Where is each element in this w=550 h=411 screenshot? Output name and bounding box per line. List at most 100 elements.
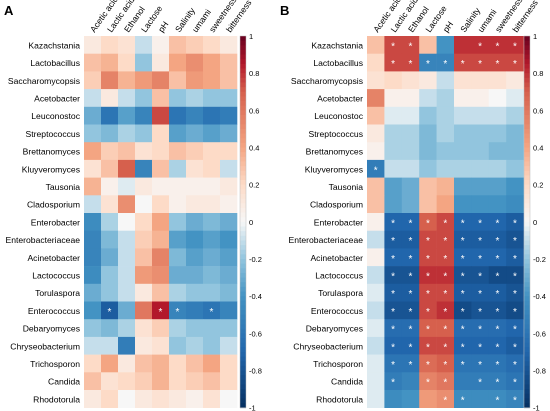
panel-a-colorbar-segment bbox=[240, 63, 246, 69]
panel-a-cell-r18-c8 bbox=[220, 354, 238, 373]
panel-a-cell-r9-c0 bbox=[84, 195, 102, 214]
panel-a-cell-r20-c5 bbox=[169, 390, 187, 408]
panel-a-cell-r5-c5 bbox=[169, 124, 187, 143]
panel-a-cell-r9-c7 bbox=[203, 195, 221, 214]
panel-a-cell-r2-c4 bbox=[152, 71, 170, 90]
panel-a-colorbar-segment bbox=[240, 300, 246, 306]
panel-a-colorbar-segment bbox=[240, 110, 246, 116]
panel-b-sig-marker: * bbox=[513, 271, 517, 282]
panel-b-cell-r4-c3 bbox=[419, 106, 437, 125]
panel-b-sig-marker: * bbox=[391, 289, 395, 300]
panel-b-cell-r11-c7 bbox=[488, 230, 507, 249]
panel-b-cell-r5-c5 bbox=[454, 124, 472, 143]
panel-a-cell-r15-c6 bbox=[186, 301, 204, 320]
panel-a-cell-r0-c0 bbox=[84, 36, 102, 54]
panel-b-row-label: Acinetobacter bbox=[310, 253, 363, 263]
panel-a-cell-r6-c1 bbox=[101, 142, 119, 161]
panel-b-sig-marker: * bbox=[391, 378, 395, 389]
panel-a-cell-r6-c0 bbox=[84, 142, 102, 161]
panel-a-colorbar-segment bbox=[240, 351, 246, 357]
panel-a-cell-r3-c7 bbox=[203, 89, 221, 108]
panel-b-colorbar-segment bbox=[524, 379, 530, 385]
panel-a-row-label: Cladosporium bbox=[27, 200, 80, 210]
panel-b-cell-r19-c3 bbox=[419, 372, 437, 391]
panel-b-sig-marker: * bbox=[426, 325, 430, 336]
panel-a-colorbar-segment bbox=[240, 338, 246, 344]
panel-a-cell-r4-c8 bbox=[220, 106, 238, 125]
panel-a-cell-r18-c1 bbox=[101, 354, 119, 373]
panel-b-colorbar-segment bbox=[524, 361, 530, 367]
panel-b-colorbar-segment bbox=[524, 54, 530, 60]
panel-b-cell-r7-c1 bbox=[384, 159, 403, 178]
panel-a-cell-r6-c2 bbox=[118, 142, 136, 161]
panel-a-colorbar-segment bbox=[240, 324, 246, 330]
panel-b-sig-marker: * bbox=[461, 254, 465, 265]
panel-b-colorbar-tick: 0 bbox=[533, 218, 537, 227]
panel-a-colorbar-segment bbox=[240, 49, 246, 55]
panel-b-colorbar-segment bbox=[524, 282, 530, 288]
panel-b-cell-r16-c6 bbox=[471, 319, 490, 338]
panel-b-cell-r19-c5 bbox=[454, 372, 472, 391]
panel-b-colorbar-segment bbox=[524, 286, 530, 292]
panel-b-cell-r18-c2 bbox=[401, 354, 420, 373]
panel-b-cell-r18-c0 bbox=[367, 354, 385, 373]
panel-a-cell-r1-c3 bbox=[135, 53, 153, 72]
panel-b-sig-marker: * bbox=[513, 254, 517, 265]
panel-a-cell-r14-c8 bbox=[220, 283, 238, 302]
panel-b-sig-marker: * bbox=[426, 360, 430, 371]
panel-a-cell-r5-c6 bbox=[186, 124, 204, 143]
panel-b-cell-r11-c4 bbox=[436, 230, 455, 249]
panel-b-sig-marker: * bbox=[443, 218, 447, 229]
panel-a-colorbar-segment bbox=[240, 379, 246, 385]
panel-b-colorbar-segment bbox=[524, 156, 530, 162]
panel-a-cell-r20-c0 bbox=[84, 390, 102, 408]
panel-a-colorbar-segment bbox=[240, 87, 246, 93]
panel-b-colorbar-segment bbox=[524, 59, 530, 65]
panel-b-colorbar-segment bbox=[524, 73, 530, 79]
panel-b-colorbar-segment bbox=[524, 91, 530, 97]
panel-b-cell-r0-c0 bbox=[367, 36, 385, 54]
panel-b-cell-r12-c1 bbox=[384, 248, 403, 267]
panel-a-cell-r5-c2 bbox=[118, 124, 136, 143]
panel-b-row-label: Chryseobacterium bbox=[293, 341, 363, 351]
panel-a-cell-r8-c7 bbox=[203, 177, 221, 196]
panel-a-cell-r3-c2 bbox=[118, 89, 136, 108]
panel-a-cell-r19-c8 bbox=[220, 372, 238, 391]
panel-b-sig-marker: * bbox=[426, 307, 430, 318]
panel-b-cell-r17-c0 bbox=[367, 336, 385, 355]
panel-a-colorbar-segment bbox=[240, 203, 246, 209]
panel-b-colorbar-segment bbox=[524, 133, 530, 139]
panel-b-cell-r0-c3 bbox=[419, 36, 437, 54]
panel-b-colorbar-segment bbox=[524, 119, 530, 125]
panel-b-cell-r2-c6 bbox=[471, 71, 490, 90]
panel-b-cell-r8-c5 bbox=[454, 177, 472, 196]
panel-a-cell-r9-c4 bbox=[152, 195, 170, 214]
panel-b-cell-r20-c3 bbox=[419, 390, 437, 408]
panel-a-cell-r9-c2 bbox=[118, 195, 136, 214]
panel-a-cell-r0-c2 bbox=[118, 36, 136, 54]
panel-b-colorbar-segment bbox=[524, 152, 530, 158]
panel-b-sig-marker: * bbox=[391, 325, 395, 336]
panel-a-cell-r12-c6 bbox=[186, 248, 204, 267]
panel-b-cell-r0-c1 bbox=[384, 36, 403, 54]
panel-a-cell-r10-c8 bbox=[220, 213, 238, 231]
panel-b-cell-r4-c7 bbox=[488, 106, 507, 125]
panel-a-cell-r14-c2 bbox=[118, 283, 136, 302]
panel-a-cell-r5-c7 bbox=[203, 124, 221, 143]
panel-b-cell-r16-c1 bbox=[384, 319, 403, 338]
panel-a-colorbar-segment bbox=[240, 54, 246, 60]
panel-a-cell-r15-c1 bbox=[101, 301, 119, 320]
panel-b-cell-r1-c5 bbox=[454, 53, 472, 72]
panel-b-colorbar-segment bbox=[524, 300, 530, 306]
panel-b-cell-r14-c7 bbox=[488, 283, 507, 302]
panel-a-row-label: Acinetobacter bbox=[27, 253, 80, 263]
panel-a-cell-r11-c1 bbox=[101, 230, 119, 249]
panel-b-colorbar-segment bbox=[524, 105, 530, 111]
panel-a-colorbar-segment bbox=[240, 286, 246, 292]
panel-b-cell-r6-c8 bbox=[506, 142, 524, 161]
panel-b-cell-r5-c4 bbox=[436, 124, 455, 143]
panel-b-sig-marker: * bbox=[409, 41, 413, 52]
panel-a-row-label: Streptococcus bbox=[26, 129, 80, 139]
panel-a-cell-r18-c4 bbox=[152, 354, 170, 373]
panel-a-colorbar-segment bbox=[240, 73, 246, 79]
